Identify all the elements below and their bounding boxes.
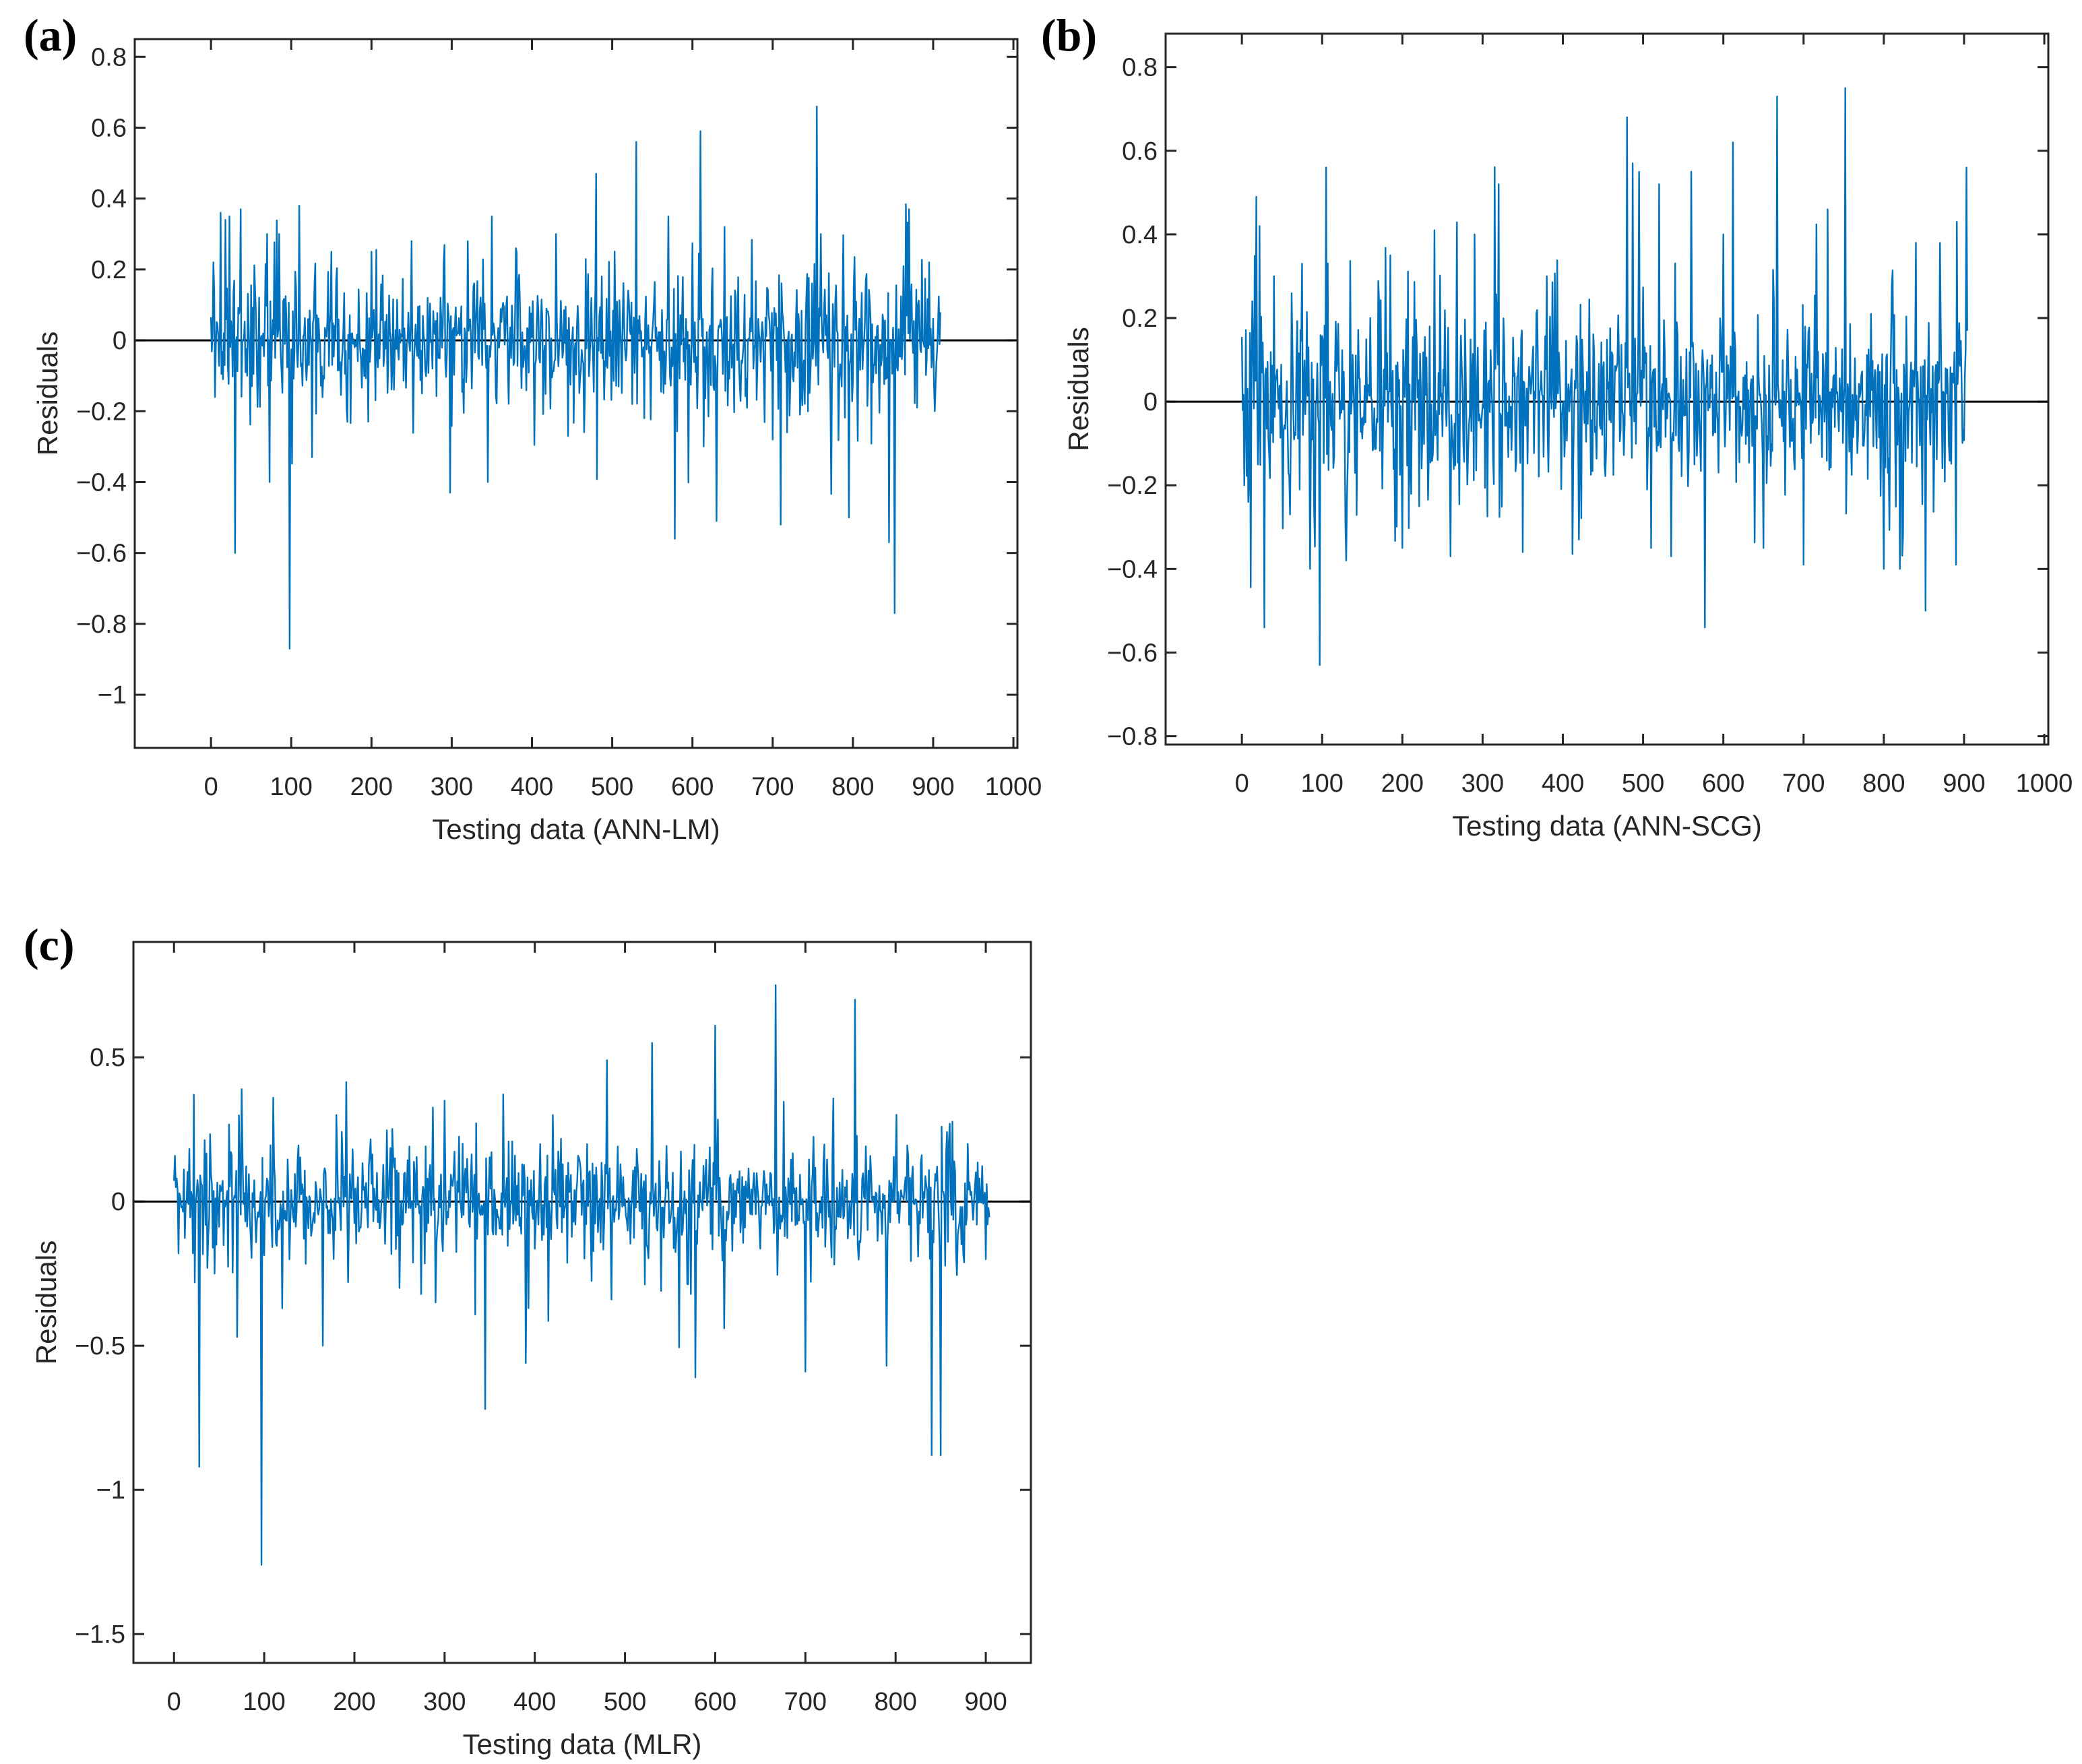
panel-a-axes-frame [133,38,1019,749]
panel-a-ytick-label: −1 [98,681,127,710]
panel-a-xtick-label: 0 [204,773,218,801]
panel-a-ytick-label: −0.6 [76,540,127,568]
panel-c-axes-frame [132,941,1032,1664]
panel-b-ticks [1166,34,2048,745]
panel-a-xtick-label: 900 [912,773,954,801]
panel-b-xtick-label: 300 [1461,769,1504,798]
panel-a-y-tick-labels: −1 −0.8 −0.6 −0.4 −0.2 0 0.2 0.4 0.6 0.8 [76,43,127,710]
panel-a-y-axis-label: Residuals [32,332,63,455]
panel-c-ytick-label: −1 [96,1476,125,1505]
panel-b-xtick-label: 600 [1702,769,1744,798]
panel-b-ytick-label: −0.6 [1107,639,1158,667]
panel-b-xtick-label: 400 [1542,769,1584,798]
panel-c-xtick-label: 400 [513,1688,556,1716]
panel-a-ytick-label: 0.2 [91,256,127,284]
panel-c-ytick-label: −1.5 [75,1620,125,1649]
panel-b-xtick-label: 800 [1862,769,1905,798]
panel-c-letter: (c) [24,919,74,970]
panel-b: (b) −0.8 −0.6 −0.4 −0.2 0 0.2 0.4 0.6 0.8 0 100 20… [1041,9,2073,842]
panel-c-residuals-series [173,984,990,1566]
panel-b-y-axis-label: Residuals [1063,327,1094,451]
panel-c-xtick-label: 300 [423,1688,466,1716]
panel-c-ytick-label: 0 [111,1188,125,1216]
panel-b-ytick-label: −0.4 [1107,555,1158,584]
panel-b-x-axis-label: Testing data (ANN-SCG) [1452,810,1762,842]
panel-c-xtick-label: 200 [333,1688,375,1716]
panel-a-ytick-label: 0.6 [91,115,127,143]
panel-c-xtick-label: 800 [874,1688,916,1716]
panel-c-xtick-label: 600 [694,1688,736,1716]
panel-a-ticks [135,39,1017,748]
panel-a-residuals-series [210,105,941,650]
panel-a-xtick-label: 1000 [985,773,1042,801]
panel-b-xtick-label: 200 [1381,769,1424,798]
panel-b-ytick-label: 0.4 [1122,221,1158,249]
panel-a-ytick-label: 0.4 [91,185,127,214]
panel-b-xtick-label: 0 [1235,769,1249,798]
panel-c-xtick-label: 100 [243,1688,285,1716]
panel-b-ytick-label: 0.6 [1122,137,1158,166]
panel-c-ytick-label: 0.5 [90,1044,125,1072]
panel-c-xtick-label: 700 [784,1688,827,1716]
panel-b-xtick-label: 500 [1622,769,1664,798]
panel-c-xtick-label: 500 [604,1688,646,1716]
panel-a-ytick-label: −0.8 [76,610,127,639]
panel-a-ytick-label: −0.4 [76,469,127,497]
panel-a-xtick-label: 400 [511,773,553,801]
panel-c: (c) −1.5 −1 −0.5 0 0.5 0 100 200 300 400 500 600 70… [24,919,1032,1760]
panel-a-x-tick-labels: 0 100 200 300 400 500 600 700 800 900 1000 [204,773,1042,801]
panel-b-residuals-series [1240,87,1968,666]
panel-a-x-axis-label: Testing data (ANN-LM) [432,813,720,845]
panel-b-xtick-label: 900 [1943,769,1985,798]
panel-b-xtick-label: 1000 [2016,769,2073,798]
panel-a-xtick-label: 300 [431,773,473,801]
panel-c-ytick-label: −0.5 [75,1332,125,1360]
panel-b-y-tick-labels: −0.8 −0.6 −0.4 −0.2 0 0.2 0.4 0.6 0.8 [1107,54,1158,751]
panel-b-x-tick-labels: 0 100 200 300 400 500 600 700 800 900 1000 [1235,769,2073,798]
panel-a-xtick-label: 100 [270,773,313,801]
panel-c-x-axis-label: Testing data (MLR) [463,1728,702,1760]
panel-b-ytick-label: −0.8 [1107,723,1158,751]
panel-a-xtick-label: 600 [671,773,714,801]
panel-c-y-tick-labels: −1.5 −1 −0.5 0 0.5 [75,1044,125,1649]
panel-b-ytick-label: 0 [1143,388,1158,416]
panel-a: (a) −1 −0.8 −0.6 −0.4 −0.2 0 0.2 0.4 0.6 0.8 0 100… [24,9,1042,845]
panel-a-xtick-label: 500 [591,773,633,801]
panel-b-axes-frame [1164,32,2050,746]
panel-b-ytick-label: −0.2 [1107,472,1158,500]
panel-a-letter: (a) [24,9,77,61]
panel-b-ytick-label: 0.8 [1122,54,1158,82]
panel-a-xtick-label: 700 [751,773,794,801]
panel-c-xtick-label: 900 [964,1688,1007,1716]
panel-a-ytick-label: −0.2 [76,398,127,426]
panel-b-letter: (b) [1041,9,1097,61]
panel-b-xtick-label: 700 [1782,769,1825,798]
panel-c-y-axis-label: Residuals [30,1240,62,1364]
panel-a-ytick-label: 0.8 [91,43,127,71]
panel-a-ytick-label: 0 [113,327,127,355]
panel-a-xtick-label: 200 [350,773,393,801]
panel-c-ticks [133,942,1031,1663]
panel-c-x-tick-labels: 0 100 200 300 400 500 600 700 800 900 [167,1688,1007,1716]
panel-a-xtick-label: 800 [831,773,874,801]
panel-b-ytick-label: 0.2 [1122,305,1158,333]
panel-b-xtick-label: 100 [1301,769,1344,798]
panel-c-xtick-label: 0 [167,1688,181,1716]
